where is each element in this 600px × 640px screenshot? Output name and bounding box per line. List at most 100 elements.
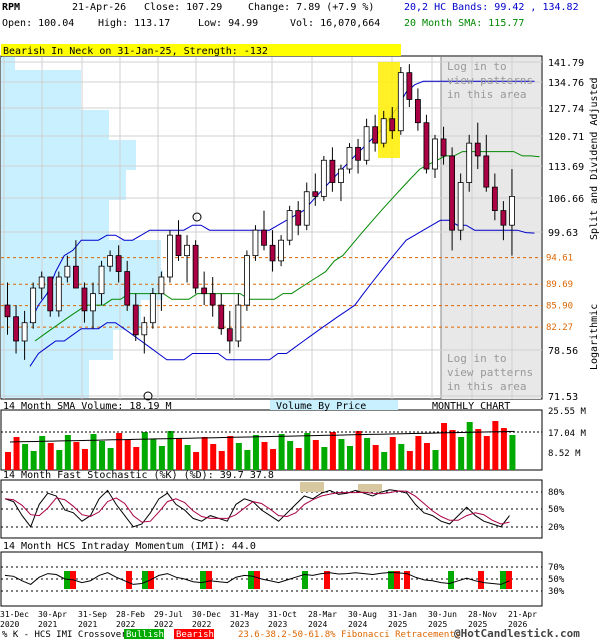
candle-body — [167, 234, 173, 278]
volume-bar — [295, 448, 302, 470]
candle-body — [13, 316, 19, 342]
volume-bar — [261, 442, 268, 470]
candle-body — [175, 234, 182, 257]
login-zone — [441, 57, 541, 399]
x-axis-label-year: 2021 — [38, 620, 57, 629]
volume-bar — [389, 437, 396, 470]
candle-body — [269, 244, 276, 262]
x-axis-label-year: 2022 — [154, 620, 173, 629]
volume-bar — [141, 432, 148, 470]
candle-body — [286, 210, 293, 241]
pattern-banner-bg — [1, 44, 401, 56]
momentum-bar — [248, 571, 254, 589]
volume-bar — [492, 421, 499, 470]
momentum-bar — [500, 571, 506, 589]
close-value: Close: 107.29 — [144, 2, 223, 13]
candle-body — [278, 239, 285, 262]
bearish-label: Bearish — [176, 630, 214, 640]
x-axis-label-year: 2025 — [428, 620, 447, 629]
volume-bar — [432, 450, 439, 470]
volume-bar — [475, 429, 482, 470]
volume-bar — [347, 446, 353, 470]
volume-bar — [167, 431, 174, 470]
momentum-title: 14 Month HCS Intraday Momentum (IMI): 44… — [3, 541, 256, 552]
volume-bar — [218, 451, 225, 470]
x-axis-label: 28-Mar — [308, 610, 337, 619]
candles — [4, 64, 515, 360]
x-axis-label: 30-Apr — [38, 610, 67, 619]
candle-body — [4, 304, 11, 318]
volume-bar — [252, 435, 259, 470]
x-axis-label-year: 2023 — [230, 620, 249, 629]
volume-bar — [304, 433, 311, 470]
volume-bar — [458, 437, 465, 470]
vbp-label-bg — [270, 400, 398, 410]
low-marker — [143, 391, 153, 401]
candle-body — [81, 287, 88, 312]
sma-line — [34, 151, 540, 342]
candle-body — [500, 210, 507, 226]
x-axis-label-year: 2025 — [468, 620, 487, 629]
candle-body — [355, 146, 361, 161]
volume-bar — [133, 447, 140, 470]
candle-body — [303, 191, 310, 226]
candle-body — [440, 138, 447, 157]
high-marker — [192, 212, 202, 222]
candle-body — [423, 122, 430, 170]
volume-bar — [321, 447, 328, 470]
candle-body — [483, 155, 490, 188]
price-tick: 134.76 — [548, 78, 584, 89]
candle-body — [226, 328, 233, 342]
volume-bar — [107, 448, 114, 470]
volume-bar — [355, 431, 362, 470]
copyright: @HotCandlestick.com — [454, 627, 580, 640]
candle-body — [414, 99, 421, 124]
fib-label: 82.27 — [546, 323, 573, 333]
x-axis-label: 30-Dec — [192, 610, 221, 619]
volume-bar — [278, 434, 285, 470]
vol-tick-3: 8.52 M — [548, 449, 581, 459]
vbp-label: Volume By Price — [276, 401, 366, 412]
candle-body — [201, 287, 208, 295]
momentum-bar — [404, 571, 410, 589]
volume-bar — [500, 428, 507, 470]
stoch-tick-50: 50% — [548, 505, 565, 515]
x-axis-label-year: 2022 — [192, 620, 211, 629]
momentum-bar — [394, 571, 400, 589]
x-axis-label-year: 2023 — [268, 620, 287, 629]
stochastic-k-line — [4, 489, 510, 528]
candle-body — [261, 229, 267, 246]
volume-bar — [193, 452, 200, 470]
volume-bar — [30, 451, 37, 470]
price-tick: 113.69 — [548, 162, 584, 173]
candle-body — [47, 276, 54, 312]
momentum-bar — [126, 571, 132, 589]
vbp-block — [1, 57, 15, 70]
fib-label: 89.69 — [546, 280, 573, 290]
candle-body — [55, 276, 62, 312]
x-axis-label: 28-Feb — [116, 610, 145, 619]
vbp-block — [1, 240, 161, 270]
x-axis-label-year: 2020 — [0, 620, 19, 629]
candle-body — [192, 244, 199, 289]
candle-body — [218, 304, 225, 330]
login-text-bottom-1: Log in to — [447, 352, 507, 365]
volume-bar — [287, 441, 294, 470]
bearish-badge — [174, 629, 214, 639]
candle-body — [149, 293, 156, 324]
candle-body — [252, 229, 259, 257]
volume-bar — [398, 444, 405, 470]
candle-body — [474, 142, 481, 157]
log-label: Logarithmic — [589, 304, 600, 370]
candle-body — [209, 293, 216, 306]
momentum-bar — [388, 571, 394, 589]
x-axis-label: 31-Jan — [388, 610, 417, 619]
volume-sma-line — [9, 430, 515, 443]
vol-tick-2: 17.04 M — [548, 429, 587, 439]
price-axis: 141.79 134.76 127.74 120.71 113.69 106.66 99.6… — [548, 58, 584, 403]
volume-bar — [441, 423, 448, 470]
candle-body — [406, 72, 413, 100]
volume-bar — [64, 435, 71, 470]
fib-labels: 94.61 89.69 85.90 82.27 — [546, 254, 573, 333]
